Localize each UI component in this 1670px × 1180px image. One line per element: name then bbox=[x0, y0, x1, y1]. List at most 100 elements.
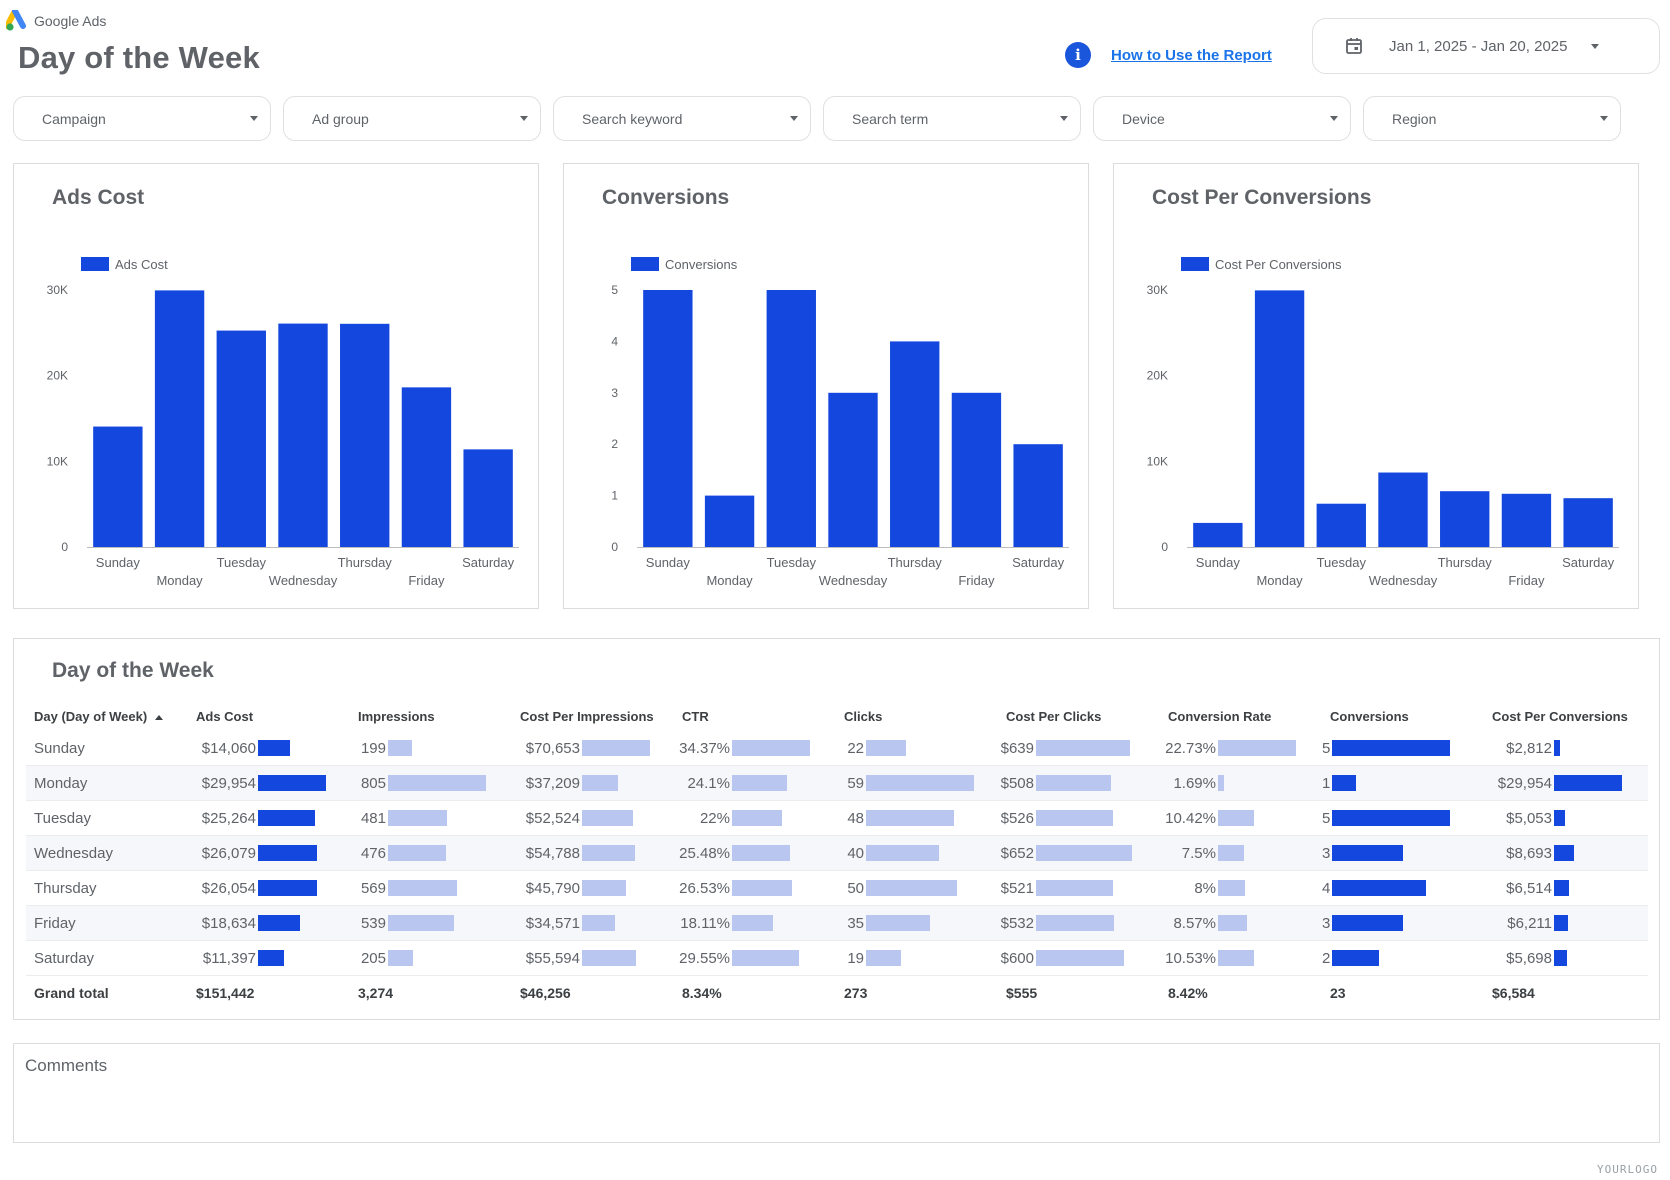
bar-saturday[interactable] bbox=[1013, 444, 1063, 547]
bar-sunday[interactable] bbox=[93, 426, 143, 547]
column-header-clicks[interactable]: Clicks bbox=[844, 708, 883, 724]
cell-bar bbox=[1332, 880, 1426, 896]
table-row[interactable]: Wednesday $26,079 476 $54,788 25.48% 40 $652 7.… bbox=[26, 836, 1648, 871]
cell-bar bbox=[1554, 880, 1569, 896]
bar-wednesday[interactable] bbox=[1378, 472, 1428, 547]
bar-sunday[interactable] bbox=[1193, 522, 1243, 547]
day-of-week-table-card: Day of the Week Day (Day of Week) Ads Cos… bbox=[13, 638, 1660, 1020]
metric-cell: 7.5% bbox=[1160, 836, 1322, 870]
cell-value: $508 bbox=[1000, 774, 1034, 792]
metric-cell: 10.53% bbox=[1160, 941, 1322, 975]
cell-value: $526 bbox=[1000, 809, 1034, 827]
bar-friday[interactable] bbox=[1501, 493, 1552, 547]
cell-value: 3 bbox=[1322, 914, 1331, 932]
cell-value: $6,211 bbox=[1507, 914, 1552, 932]
metric-cell: $18,634 bbox=[188, 906, 350, 940]
cell-bar bbox=[732, 740, 810, 756]
cell-value: 5 bbox=[1322, 739, 1331, 757]
cell-value: $600 bbox=[1000, 949, 1034, 967]
column-header-conversion-rate[interactable]: Conversion Rate bbox=[1168, 708, 1272, 724]
metric-cell: 10.42% bbox=[1160, 801, 1322, 835]
cell-value: $532 bbox=[1000, 914, 1034, 932]
chevron-down-icon bbox=[1591, 43, 1600, 49]
filter-search-keyword[interactable]: Search keyword bbox=[553, 96, 811, 141]
column-header-cost-per-impressions[interactable]: Cost Per Impressions bbox=[520, 708, 654, 724]
filter-ad-group[interactable]: Ad group bbox=[283, 96, 541, 141]
filter-label: Search term bbox=[852, 110, 929, 127]
column-header-day-day-of-week[interactable]: Day (Day of Week) bbox=[26, 709, 188, 724]
legend-swatch bbox=[631, 257, 659, 271]
metric-cell: $6,514 bbox=[1484, 871, 1648, 905]
bar-thursday[interactable] bbox=[890, 341, 940, 547]
bar-thursday[interactable] bbox=[340, 323, 390, 547]
filter-label: Device bbox=[1122, 110, 1165, 127]
bar-saturday[interactable] bbox=[1563, 498, 1613, 547]
bar-wednesday[interactable] bbox=[828, 392, 878, 547]
table-row[interactable]: Thursday $26,054 569 $45,790 26.53% 50 $521 8% 4… bbox=[26, 871, 1648, 906]
table-title: Day of the Week bbox=[52, 659, 214, 682]
table-header: Day (Day of Week) Ads Cost Impressions Cost… bbox=[26, 701, 1648, 731]
x-tick-label: Sunday bbox=[1196, 555, 1241, 570]
filter-device[interactable]: Device bbox=[1093, 96, 1351, 141]
day-cell: Thursday bbox=[34, 879, 97, 897]
footer-logo: YOURLOGO bbox=[1597, 1163, 1658, 1176]
conversions-chart-card: Conversions Conversions 0 1 2 3 4 5 Sunday Monda… bbox=[563, 163, 1089, 609]
bar-monday[interactable] bbox=[704, 495, 755, 547]
grand-total-value: $555 bbox=[1006, 985, 1038, 1001]
x-tick-label: Tuesday bbox=[217, 555, 267, 570]
metric-cell: 24.1% bbox=[674, 766, 836, 800]
cell-bar bbox=[732, 810, 782, 826]
column-header-ctr[interactable]: CTR bbox=[682, 708, 709, 724]
info-icon[interactable]: i bbox=[1065, 42, 1091, 68]
metric-cell: 22 bbox=[836, 731, 998, 765]
bar-friday[interactable] bbox=[951, 392, 1002, 547]
column-header-conversions[interactable]: Conversions bbox=[1330, 708, 1409, 724]
column-header-ads-cost[interactable]: Ads Cost bbox=[196, 708, 254, 724]
cell-bar bbox=[1554, 810, 1565, 826]
chart-legend: Conversions bbox=[631, 257, 738, 272]
bar-thursday[interactable] bbox=[1440, 491, 1490, 547]
column-header-impressions[interactable]: Impressions bbox=[358, 708, 435, 724]
cell-value: 29.55% bbox=[679, 949, 730, 967]
metric-cell: $652 bbox=[998, 836, 1160, 870]
bar-saturday[interactable] bbox=[463, 449, 513, 547]
bar-friday[interactable] bbox=[401, 387, 452, 547]
column-header-cost-per-conversions[interactable]: Cost Per Conversions bbox=[1492, 708, 1628, 724]
cell-value: $52,524 bbox=[525, 809, 580, 827]
day-of-week-table: Day (Day of Week) Ads Cost Impressions Cost… bbox=[26, 701, 1648, 1010]
how-to-use-report-link[interactable]: How to Use the Report bbox=[1111, 46, 1272, 64]
cell-bar bbox=[866, 950, 901, 966]
metric-cell: $55,594 bbox=[512, 941, 674, 975]
google-ads-icon bbox=[6, 10, 26, 31]
cell-value: 26.53% bbox=[679, 879, 730, 897]
filter-campaign[interactable]: Campaign bbox=[13, 96, 271, 141]
date-range-picker[interactable]: Jan 1, 2025 - Jan 20, 2025 bbox=[1312, 18, 1660, 74]
x-tick-label: Monday bbox=[1256, 573, 1303, 588]
table-row[interactable]: Saturday $11,397 205 $55,594 29.55% 19 $600 10.… bbox=[26, 941, 1648, 976]
cell-value: 3 bbox=[1322, 844, 1331, 862]
table-row[interactable]: Sunday $14,060 199 $70,653 34.37% 22 $639 22.73… bbox=[26, 731, 1648, 766]
bar-wednesday[interactable] bbox=[278, 323, 328, 547]
cell-bar bbox=[1218, 810, 1254, 826]
table-row[interactable]: Friday $18,634 539 $34,571 18.11% 35 $532 8.57%… bbox=[26, 906, 1648, 941]
cell-bar bbox=[258, 740, 290, 756]
table-row[interactable]: Tuesday $25,264 481 $52,524 22% 48 $526 10.42% 5… bbox=[26, 801, 1648, 836]
y-tick-label: 3 bbox=[611, 386, 618, 400]
bar-monday[interactable] bbox=[1254, 290, 1305, 547]
metric-cell: $29,954 bbox=[1484, 766, 1648, 800]
comments-box[interactable]: Comments bbox=[13, 1043, 1660, 1143]
bar-tuesday[interactable] bbox=[216, 330, 266, 547]
y-tick-label: 30K bbox=[47, 283, 68, 297]
bar-sunday[interactable] bbox=[643, 290, 693, 547]
cell-value: $5,053 bbox=[1506, 809, 1552, 827]
table-row[interactable]: Monday $29,954 805 $37,209 24.1% 59 $508 1.69% 1… bbox=[26, 766, 1648, 801]
filter-region[interactable]: Region bbox=[1363, 96, 1621, 141]
filter-search-term[interactable]: Search term bbox=[823, 96, 1081, 141]
brand-name: Google Ads bbox=[34, 13, 107, 29]
cell-value: 4 bbox=[1322, 879, 1331, 897]
cell-bar bbox=[388, 810, 447, 826]
bar-tuesday[interactable] bbox=[766, 290, 816, 547]
bar-tuesday[interactable] bbox=[1316, 503, 1366, 547]
bar-monday[interactable] bbox=[154, 290, 205, 547]
column-header-cost-per-clicks[interactable]: Cost Per Clicks bbox=[1006, 708, 1102, 724]
